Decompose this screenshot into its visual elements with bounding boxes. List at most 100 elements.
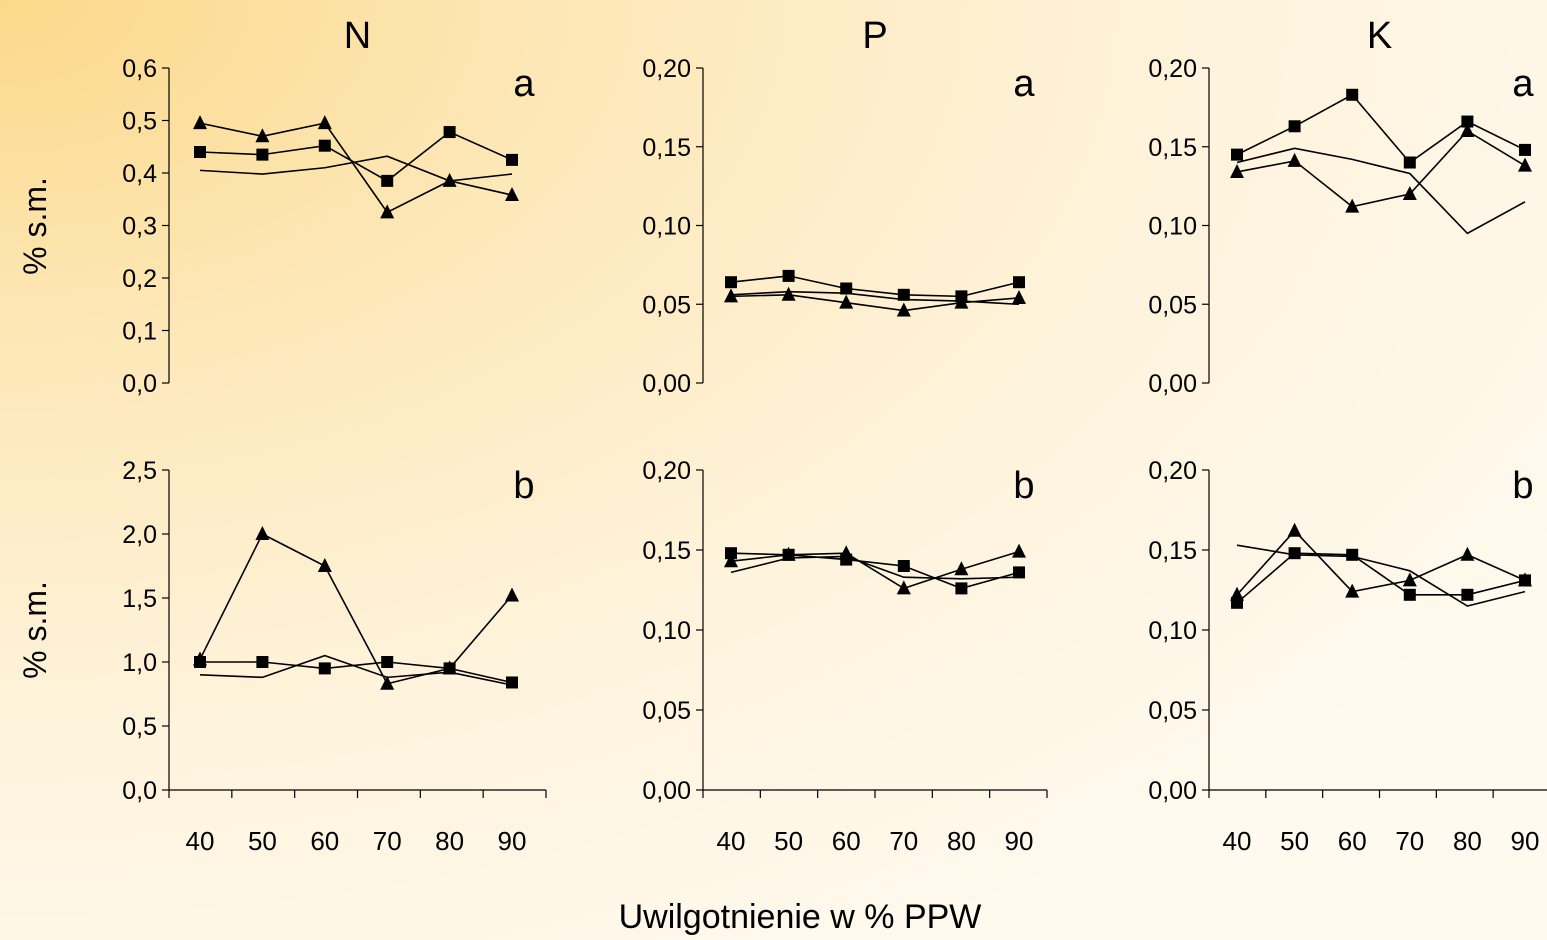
triangle-marker <box>1345 198 1360 213</box>
panel-p-b: b 0,00 0,05 0,10 0,15 0,20 40 50 60 70 80 90 <box>642 457 1048 856</box>
y-tick-label: 0,15 <box>642 537 691 565</box>
series-line-none <box>199 654 513 686</box>
square-marker <box>506 676 518 689</box>
y-tick-label: 0,5 <box>122 713 157 741</box>
panel-label: b <box>1512 465 1533 507</box>
y-tick-label: 0,05 <box>642 291 691 319</box>
panel-label: a <box>1512 63 1534 105</box>
triangle-marker <box>317 115 332 130</box>
y-tick-label: 0,05 <box>1148 697 1197 725</box>
x-axis-title: Uwilgotnienie w % PPW <box>619 898 982 936</box>
series-line-triangle <box>199 532 513 685</box>
triangle-marker <box>1345 583 1360 598</box>
y-tick-label: 0,20 <box>1148 55 1197 83</box>
y-tick-label: 0,00 <box>1148 370 1197 398</box>
triangle-marker <box>896 580 911 595</box>
square-marker <box>1403 588 1416 601</box>
square-marker <box>1461 588 1474 601</box>
series-line-triangle <box>1236 529 1526 596</box>
triangle-marker <box>193 651 207 666</box>
square-marker <box>256 656 269 668</box>
y-axis-title-bottom: % s.m. <box>17 581 53 679</box>
triangle-marker <box>442 172 457 187</box>
square-marker <box>782 269 795 282</box>
triangle-marker <box>1230 163 1244 178</box>
x-tick-label: 40 <box>186 826 215 856</box>
triangle-marker <box>193 115 207 130</box>
column-title: N <box>344 15 371 57</box>
triangle-marker <box>1287 522 1302 537</box>
square-marker <box>1231 148 1243 161</box>
triangle-marker <box>1012 289 1026 304</box>
square-marker <box>1461 115 1474 128</box>
y-axis-title-top: % s.m. <box>17 177 53 275</box>
triangle-marker <box>839 294 854 309</box>
series-line-triangle <box>199 122 513 214</box>
triangle-marker <box>954 561 969 576</box>
triangle-marker <box>505 587 519 602</box>
x-tick-label: 50 <box>774 826 803 856</box>
square-marker <box>1519 143 1531 156</box>
y-tick-label: 0,20 <box>642 457 691 485</box>
column-title: P <box>862 15 887 57</box>
x-tick-label: 50 <box>248 826 277 856</box>
triangle-marker <box>1230 586 1244 601</box>
series-line-none <box>730 290 1020 306</box>
triangle-marker <box>1287 152 1302 167</box>
series-line-square <box>199 131 513 182</box>
square-marker <box>1346 548 1359 561</box>
x-tick-label: 60 <box>1338 826 1367 856</box>
square-marker <box>318 139 331 152</box>
y-tick-label: 0,6 <box>122 55 157 83</box>
panel-label: b <box>1013 465 1034 507</box>
square-marker <box>897 560 910 572</box>
y-tick-label: 0,0 <box>122 370 157 398</box>
panel-n-b: b 0,0 0,5 1,0 1,5 2,0 2,5 40 50 60 70 80 90 <box>122 457 547 856</box>
x-tick-label: 90 <box>498 826 527 856</box>
panel-label: a <box>513 63 535 105</box>
y-tick-label: 1,0 <box>122 649 157 677</box>
triangle-marker <box>781 286 796 301</box>
y-tick-label: 0,0 <box>122 777 157 805</box>
panel-n-a: Na 0,0 0,1 0,2 0,3 0,4 0,5 0,6 <box>122 15 535 398</box>
triangle-marker <box>380 204 395 219</box>
square-marker <box>381 656 394 668</box>
series-line-none <box>1236 147 1526 235</box>
square-marker <box>506 153 518 166</box>
y-tick-label: 0,5 <box>122 108 157 136</box>
y-tick-label: 0,1 <box>122 318 157 346</box>
x-tick-label: 50 <box>1280 826 1309 856</box>
column-title: K <box>1367 15 1392 57</box>
square-marker <box>194 146 206 158</box>
series-line-triangle <box>1236 129 1526 208</box>
x-tick-label: 40 <box>717 826 746 856</box>
square-marker <box>1013 566 1025 579</box>
square-marker <box>256 148 269 161</box>
x-tick-label: 70 <box>373 826 402 856</box>
triangle-marker <box>1518 572 1532 587</box>
square-marker <box>381 174 394 187</box>
triangle-marker <box>505 187 519 202</box>
series-line-square <box>730 552 1020 590</box>
y-tick-label: 0,20 <box>1148 457 1197 485</box>
series-line-none <box>1236 544 1526 607</box>
triangle-marker <box>724 288 738 303</box>
series-line-square <box>1236 93 1526 164</box>
y-tick-label: 0,15 <box>642 134 691 162</box>
y-tick-label: 0,05 <box>1148 291 1197 319</box>
y-tick-label: 0,2 <box>122 265 157 293</box>
triangle-marker <box>317 558 332 572</box>
series-line-square <box>1236 552 1526 604</box>
panel-label: a <box>1013 63 1035 105</box>
x-tick-label: 90 <box>1005 826 1034 856</box>
x-tick-label: 90 <box>1511 826 1540 856</box>
triangle-marker <box>255 128 270 143</box>
y-tick-label: 0,10 <box>642 213 691 241</box>
panel-p-a: Pa 0,00 0,05 0,10 0,15 0,20 <box>642 15 1035 398</box>
x-tick-label: 60 <box>832 826 861 856</box>
y-tick-label: 0,05 <box>642 697 691 725</box>
square-marker <box>1403 156 1416 169</box>
panel-k-a: Ka 0,00 0,05 0,10 0,15 0,20 <box>1148 15 1534 398</box>
panel-k-b: b 0,00 0,05 0,10 0,15 0,20 40 50 60 70 80 90 <box>1148 457 1547 856</box>
series-line-square <box>200 661 513 684</box>
